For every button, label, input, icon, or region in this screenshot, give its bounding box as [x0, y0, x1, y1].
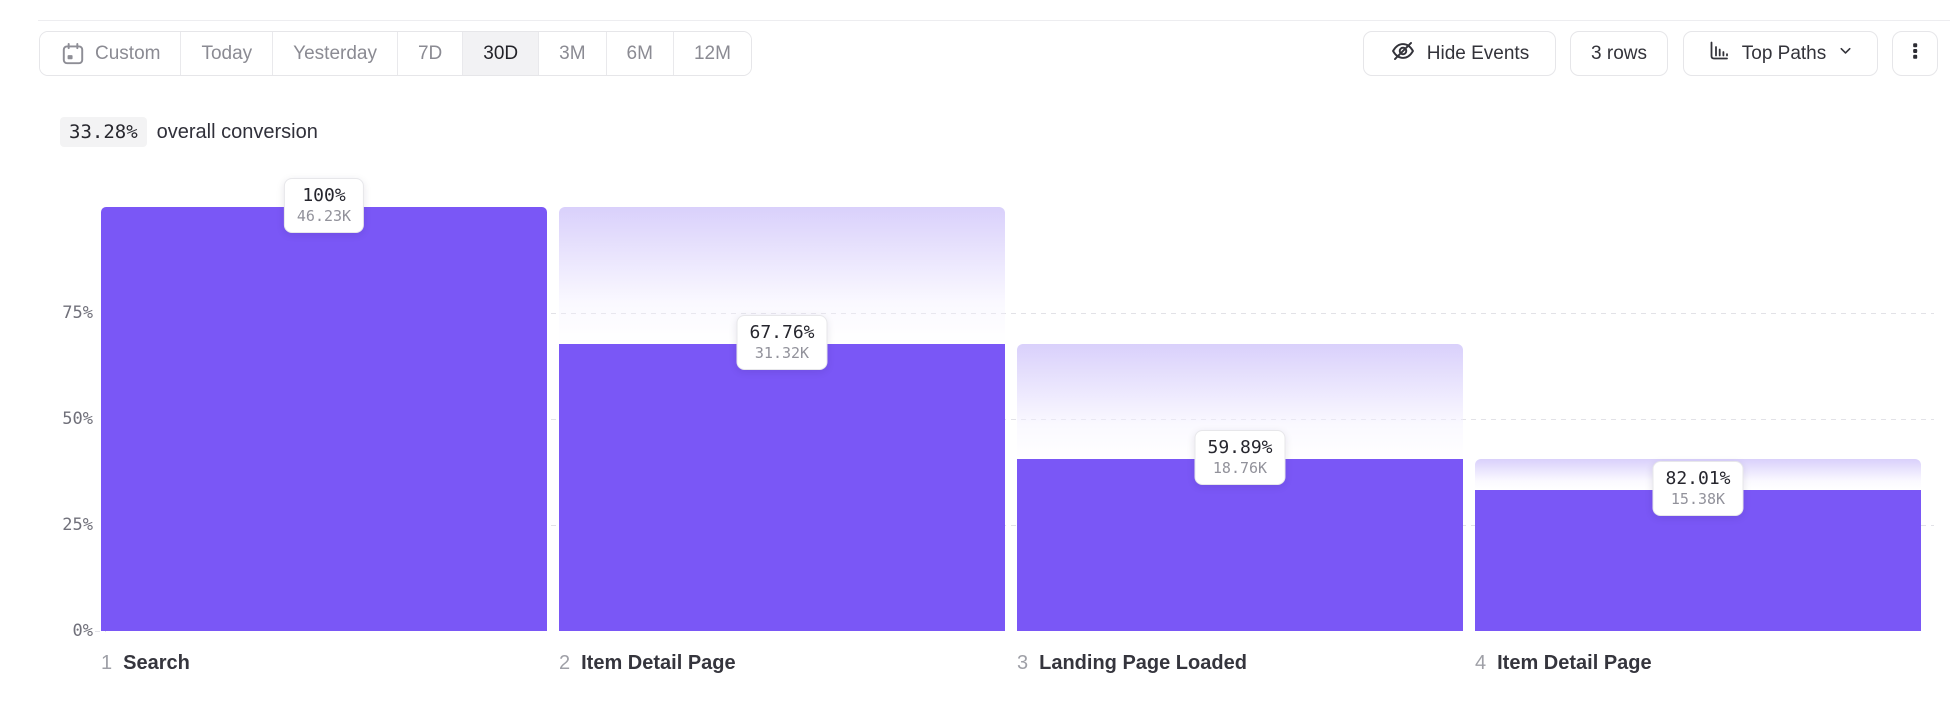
funnel-bar-1[interactable]	[101, 206, 547, 631]
date-range-label: 30D	[483, 42, 519, 64]
step-number: 1	[101, 652, 113, 674]
histogram-icon	[1707, 39, 1731, 69]
date-range-label: Yesterday	[293, 42, 377, 64]
gridline-75%	[101, 312, 1934, 314]
date-range-label: 12M	[693, 42, 731, 64]
step-number: 2	[559, 652, 571, 674]
top-divider	[38, 20, 1950, 21]
eye-off-icon	[1390, 38, 1416, 70]
top-paths-label: Top Paths	[1741, 42, 1827, 64]
hide-events-button[interactable]: Hide Events	[1363, 31, 1556, 76]
overall-conversion-label: overall conversion	[156, 120, 318, 143]
y-axis-tick-25%: 25%	[62, 514, 93, 535]
step-conversion-value: 67.76%	[749, 321, 815, 343]
date-range-label: Custom	[95, 42, 161, 64]
date-range-yesterday[interactable]: Yesterday	[272, 32, 397, 75]
step-conversion-value: 59.89%	[1207, 436, 1273, 458]
more-options-button[interactable]	[1892, 31, 1938, 76]
date-range-7d[interactable]: 7D	[396, 32, 463, 75]
gridline-0%	[95, 631, 106, 632]
hide-events-label: Hide Events	[1426, 42, 1530, 64]
calendar-icon	[60, 41, 86, 67]
step-count-value: 15.38K	[1670, 490, 1726, 509]
rows-count-button[interactable]: 3 rows	[1570, 31, 1668, 76]
step-name: Item Detail Page	[1497, 652, 1652, 674]
y-axis-tick-0%: 0%	[72, 621, 93, 641]
y-axis-tick-50%: 50%	[62, 408, 93, 429]
step-number: 3	[1017, 652, 1029, 674]
step-conversion-value: 100%	[302, 184, 346, 206]
top-paths-dropdown[interactable]: Top Paths	[1683, 31, 1878, 76]
step-count-value: 18.76K	[1212, 459, 1268, 478]
kebab-icon	[1904, 40, 1926, 68]
date-range-12m[interactable]: 12M	[672, 32, 751, 75]
step-name: Item Detail Page	[581, 652, 736, 674]
y-axis-tick-75%: 75%	[62, 302, 93, 323]
step-name: Landing Page Loaded	[1039, 652, 1247, 674]
rows-count-label: 3 rows	[1591, 42, 1647, 64]
bar-value-tooltip-1: 100% 46.23K	[283, 177, 365, 233]
date-range-30d[interactable]: 30D	[462, 32, 539, 75]
step-conversion-value: 82.01%	[1665, 467, 1731, 489]
date-range-segmented-control: Custom Today Yesterday 7D 30D 3M 6M 12M	[39, 31, 752, 76]
date-range-label: Today	[201, 42, 253, 64]
date-range-label: 7D	[417, 42, 443, 64]
bar-value-tooltip-2: 67.76% 31.32K	[736, 314, 828, 370]
step-number: 4	[1475, 652, 1487, 674]
chevron-down-icon	[1837, 42, 1854, 65]
date-range-6m[interactable]: 6M	[605, 32, 673, 75]
overall-conversion-value: 33.28%	[60, 117, 147, 147]
date-range-label: 3M	[559, 42, 586, 64]
step-name: Search	[123, 652, 190, 674]
bar-value-tooltip-3: 59.89% 18.76K	[1194, 429, 1286, 485]
step-label-3[interactable]: 3 Landing Page Loaded	[1017, 652, 1247, 675]
funnel-bar-3[interactable]	[1017, 458, 1463, 631]
step-count-value: 46.23K	[296, 207, 352, 226]
bar-value-tooltip-4: 82.01% 15.38K	[1652, 460, 1744, 516]
step-label-1[interactable]: 1 Search	[101, 652, 190, 675]
overall-conversion-summary: 33.28% overall conversion	[60, 117, 318, 147]
step-label-2[interactable]: 2 Item Detail Page	[559, 652, 736, 675]
date-range-custom[interactable]: Custom	[40, 32, 181, 75]
date-range-3m[interactable]: 3M	[538, 32, 606, 75]
funnel-bar-2[interactable]	[559, 343, 1005, 631]
step-count-value: 31.32K	[754, 343, 810, 362]
step-label-4[interactable]: 4 Item Detail Page	[1475, 652, 1652, 675]
date-range-today[interactable]: Today	[180, 32, 273, 75]
date-range-label: 6M	[626, 42, 653, 64]
